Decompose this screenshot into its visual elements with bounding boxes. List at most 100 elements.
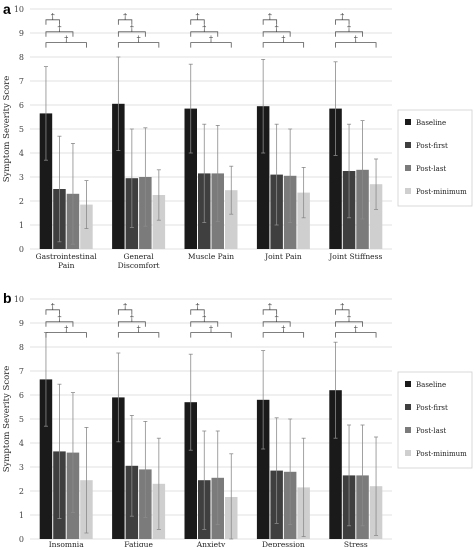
bar-post-minimum (369, 184, 383, 249)
significance-bracket (117, 321, 146, 327)
y-tick-label: 9 (19, 29, 24, 38)
bar-post-minimum (225, 190, 238, 249)
legend-entry: Post-first (416, 404, 448, 412)
category-label: Discomfort (118, 261, 160, 270)
significance-bracket (190, 19, 205, 25)
significance-marker: † (268, 302, 272, 311)
significance-marker: † (209, 35, 213, 44)
legend: Baseline Post-first Post-last Post-minimum (397, 109, 473, 207)
significance-marker: † (64, 35, 68, 44)
significance-marker: † (275, 24, 279, 33)
legend-swatch (405, 165, 411, 171)
category-label: General (124, 252, 155, 261)
y-tick-label: 8 (19, 343, 24, 352)
significance-marker: † (340, 302, 344, 311)
y-tick-label: 9 (19, 319, 24, 328)
significance-bracket (262, 42, 305, 48)
y-tick-label: 6 (19, 391, 24, 400)
legend-entry: Post-first (416, 142, 448, 150)
bar-baseline (256, 399, 270, 539)
legend-swatch (405, 142, 411, 148)
significance-marker: † (137, 35, 141, 44)
legend-swatch (405, 427, 411, 433)
significance-bracket (262, 309, 278, 315)
y-axis-label: Symptom Severity Score (2, 76, 12, 183)
significance-bracket (262, 19, 278, 25)
significance-bracket (190, 332, 232, 338)
significance-bracket (262, 321, 291, 327)
significance-marker: † (340, 12, 344, 21)
significance-marker: † (281, 325, 285, 334)
legend-swatch (405, 404, 411, 410)
significance-bracket (45, 309, 60, 315)
significance-marker: † (64, 325, 68, 334)
bar-baseline (184, 108, 197, 249)
significance-bracket (45, 19, 60, 25)
legend-swatch (405, 450, 411, 456)
legend-entry: Post-minimum (416, 188, 467, 196)
significance-marker: † (347, 24, 351, 33)
significance-bracket (190, 309, 205, 315)
category-label: Joint Pain (264, 252, 302, 261)
panel-label: a (3, 1, 11, 17)
y-tick-label: 3 (19, 173, 24, 182)
significance-bracket (190, 31, 219, 37)
y-tick-label: 0 (19, 535, 24, 544)
y-tick-label: 6 (19, 101, 24, 110)
legend-entry: Post-minimum (416, 450, 467, 458)
significance-bracket (117, 42, 160, 48)
significance-bracket (335, 31, 363, 37)
legend-entry: Post-last (416, 165, 446, 173)
significance-marker: † (130, 24, 134, 33)
category-label: Gastrointestinal (36, 252, 98, 261)
y-tick-label: 4 (19, 439, 24, 448)
significance-marker: † (123, 12, 127, 21)
y-tick-label: 1 (19, 511, 24, 520)
category-label: Joint Stiffness (328, 252, 382, 261)
significance-marker: † (202, 314, 206, 323)
significance-marker: † (137, 325, 141, 334)
significance-bracket (117, 309, 133, 315)
significance-marker: † (196, 302, 200, 311)
significance-marker: † (57, 314, 61, 323)
significance-bracket (335, 332, 377, 338)
significance-marker: † (354, 35, 358, 44)
category-label: Anxiety (196, 540, 226, 547)
significance-bracket (262, 332, 305, 338)
legend-swatch (405, 119, 411, 125)
legend-entry: Baseline (416, 119, 446, 127)
significance-bracket (190, 321, 219, 327)
y-tick-label: 2 (19, 197, 24, 206)
significance-bracket (190, 42, 232, 48)
bar-baseline (112, 397, 125, 539)
significance-marker: † (123, 302, 127, 311)
significance-marker: † (281, 35, 285, 44)
bar-baseline (184, 402, 197, 539)
significance-marker: † (202, 24, 206, 33)
significance-marker: † (51, 302, 55, 311)
legend-entry: Post-last (416, 427, 446, 435)
bar-post-minimum (152, 195, 166, 249)
y-tick-label: 5 (19, 125, 24, 134)
significance-bracket (45, 31, 74, 37)
y-tick-label: 7 (19, 367, 24, 376)
category-label: Pain (58, 261, 75, 270)
significance-marker: † (51, 12, 55, 21)
category-label: Depression (262, 540, 305, 547)
bar-baseline (329, 108, 342, 249)
significance-bracket (117, 332, 160, 338)
significance-bracket (335, 309, 350, 315)
bar-post-minimum (297, 192, 310, 249)
y-tick-label: 0 (19, 245, 24, 254)
significance-bracket (45, 42, 87, 48)
legend-swatch (405, 188, 411, 194)
significance-bracket (117, 31, 146, 37)
category-label: Insomnia (49, 540, 84, 547)
category-label: Fatigue (124, 540, 153, 547)
significance-bracket (45, 332, 87, 338)
y-tick-label: 3 (19, 463, 24, 472)
significance-marker: † (354, 325, 358, 334)
significance-bracket (262, 31, 291, 37)
